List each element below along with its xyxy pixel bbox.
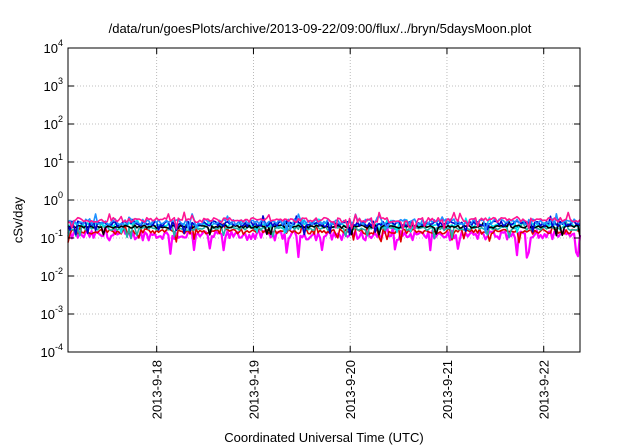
y-tick-label: 101 <box>44 152 63 170</box>
y-tick-label: 104 <box>44 38 63 56</box>
tick-marks <box>68 47 580 353</box>
x-tick-label: 2013-9-20 <box>343 360 358 419</box>
x-axis-label: Coordinated Universal Time (UTC) <box>224 430 424 445</box>
x-tick-label: 2013-9-19 <box>246 360 261 419</box>
x-tick-label: 2013-9-21 <box>440 360 455 419</box>
series-line <box>67 215 581 236</box>
y-tick-label: 100 <box>44 190 63 208</box>
grid-lines <box>68 48 580 352</box>
y-tick-label: 10-3 <box>41 304 63 322</box>
series-group <box>67 211 582 259</box>
y-tick-labels: 10-4 10-3 10-2 10-1 100 101 102 103 104 <box>41 38 63 360</box>
y-tick-label: 10-4 <box>41 342 63 360</box>
chart-title: /data/run/goesPlots/archive/2013-09-22/0… <box>108 21 532 36</box>
x-tick-label: 2013-9-22 <box>537 360 552 419</box>
y-tick-label: 102 <box>44 114 63 132</box>
series-line <box>67 224 582 259</box>
y-tick-label: 103 <box>44 76 63 94</box>
series-line <box>67 222 581 244</box>
y-tick-label: 10-2 <box>41 266 63 284</box>
x-tick-labels: 2013-9-18 2013-9-19 2013-9-20 2013-9-21 2013… <box>150 360 552 419</box>
x-tick-label: 2013-9-18 <box>150 360 165 419</box>
series-line <box>67 211 581 231</box>
y-tick-label: 10-1 <box>41 228 63 246</box>
